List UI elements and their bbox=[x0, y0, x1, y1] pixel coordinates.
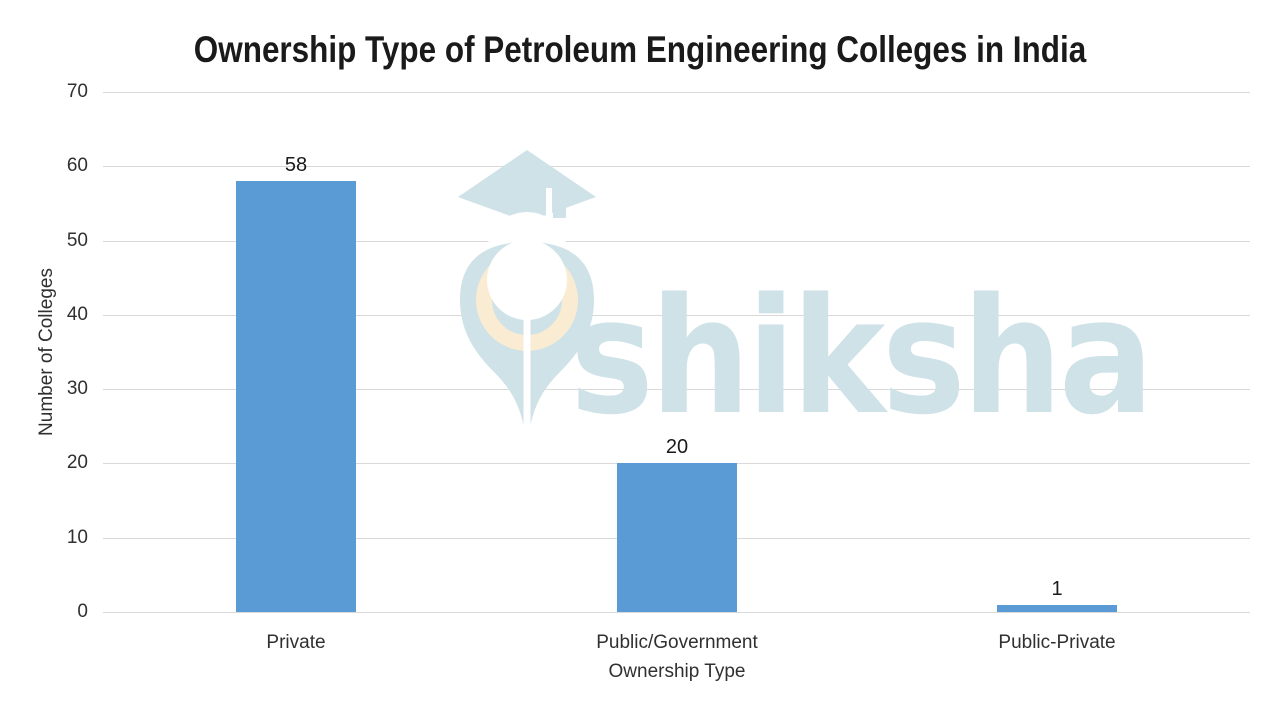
gridline-40 bbox=[103, 314, 1250, 316]
y-tick-label-40: 40 bbox=[66, 303, 88, 325]
bar-private bbox=[236, 181, 356, 612]
chart-title: Ownership Type of Petroleum Engineering … bbox=[193, 29, 1087, 70]
gridline-70 bbox=[103, 92, 1250, 93]
gridline-60 bbox=[103, 166, 1250, 168]
gridline-50 bbox=[103, 240, 1250, 242]
x-category-label: Public-Private bbox=[998, 632, 1116, 653]
y-tick-label-20: 20 bbox=[66, 452, 88, 474]
bar-value-label: 58 bbox=[284, 154, 308, 177]
bar-value-label: 1 bbox=[1051, 577, 1063, 600]
gridline-0 bbox=[103, 612, 1250, 613]
y-tick-label-70: 70 bbox=[66, 81, 88, 102]
y-tick-label-0: 0 bbox=[77, 601, 88, 622]
y-tick-label-10: 10 bbox=[66, 526, 88, 548]
x-category-label: Public/Government bbox=[596, 632, 758, 653]
bar-value-label: 20 bbox=[665, 436, 689, 459]
y-tick-label-30: 30 bbox=[66, 378, 88, 400]
x-category-label: Private bbox=[266, 632, 326, 653]
bar-public-government bbox=[617, 463, 737, 612]
y-tick-label-50: 50 bbox=[66, 229, 88, 251]
x-axis-title: Ownership Type bbox=[608, 661, 746, 682]
bar-public-private bbox=[997, 605, 1117, 612]
gridline-30 bbox=[103, 389, 1250, 391]
y-tick-label-60: 60 bbox=[66, 155, 88, 177]
